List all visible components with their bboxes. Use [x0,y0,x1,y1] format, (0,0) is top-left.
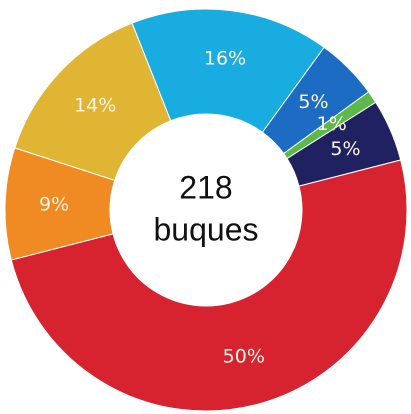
segment-label: 5% [298,91,328,113]
donut-segment [131,8,325,134]
segment-label: 9% [39,194,69,216]
segment-label: 50% [223,346,265,368]
segment-label: 14% [74,94,116,116]
segment-label: 5% [330,138,360,160]
center-number: 218 [179,169,232,205]
segment-label: 16% [204,48,246,70]
donut-segment [14,22,172,181]
segment-label: 1% [317,113,347,135]
donut-segment [10,159,408,412]
center-text: buques [154,211,259,247]
